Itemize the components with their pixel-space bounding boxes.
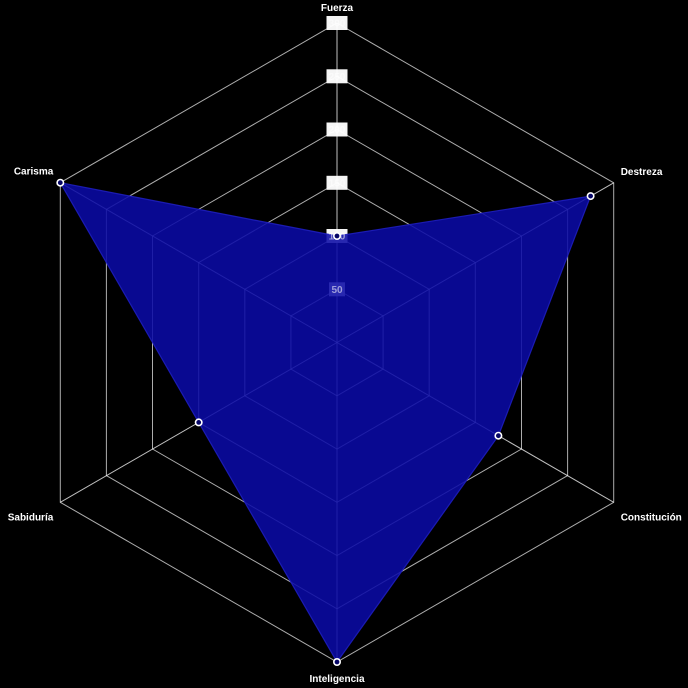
- tick-backdrop-300: [326, 16, 348, 30]
- tick-label-200: 200: [329, 125, 346, 136]
- axis-label-sabiduria: Sabiduría: [8, 512, 54, 523]
- axis-label-destreza: Destreza: [621, 167, 663, 178]
- data-point-constitucion[interactable]: [494, 431, 503, 440]
- axis-label-constitucion: Constitución: [621, 512, 682, 523]
- data-point-destreza[interactable]: [586, 192, 595, 201]
- axis-label-fuerza: Fuerza: [321, 3, 354, 14]
- tick-label-50: 50: [331, 285, 343, 296]
- tick-backdrop-150: [326, 175, 348, 190]
- data-point-inteligencia[interactable]: [332, 657, 341, 666]
- axis-label-carisma: Carisma: [14, 167, 54, 178]
- data-point-fuerza[interactable]: [332, 232, 341, 241]
- data-point-carisma[interactable]: [56, 178, 65, 187]
- tick-backdrop-250: [326, 69, 348, 84]
- tick-label-300: 300: [329, 19, 346, 30]
- data-point-sabiduria[interactable]: [194, 418, 203, 427]
- tick-label-250: 250: [329, 72, 346, 83]
- axis-label-inteligencia: Inteligencia: [309, 674, 364, 685]
- tick-label-150: 150: [329, 178, 346, 189]
- tick-backdrop-200: [326, 122, 348, 137]
